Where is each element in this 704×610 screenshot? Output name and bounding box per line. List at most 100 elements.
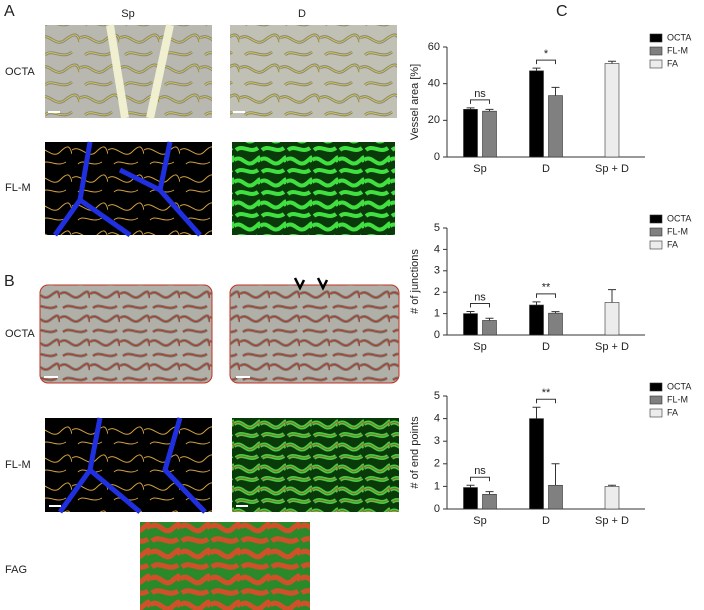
y-tick-label: 60 [428, 41, 440, 53]
y-tick-label: 5 [434, 222, 440, 234]
panel-label: B [4, 273, 15, 290]
x-tick-label: Sp [473, 163, 486, 175]
bar [463, 313, 478, 336]
legend-label: FL-M [667, 45, 688, 55]
error-bar [608, 484, 616, 487]
image [52, 141, 202, 238]
panel-label: A [4, 3, 15, 20]
column-label: D [298, 8, 306, 20]
bar [529, 304, 544, 336]
significance-bracket [470, 302, 490, 308]
arrow [293, 277, 329, 291]
bar [529, 418, 544, 510]
bar [482, 110, 497, 158]
legend-swatch [649, 382, 663, 392]
significance-label: * [544, 48, 549, 60]
image [40, 285, 212, 383]
y-tick-label: 0 [434, 329, 440, 341]
y-tick-label: 1 [434, 480, 440, 492]
image [230, 25, 397, 118]
significance-label: ns [474, 88, 486, 100]
image [106, 24, 174, 119]
y-tick-label: 0 [434, 503, 440, 515]
significance-bracket [536, 59, 556, 65]
error-bar [532, 406, 541, 419]
error-bar [466, 107, 475, 110]
significance-label: ** [542, 387, 551, 399]
legend-label: OCTA [667, 381, 691, 391]
significance-label: ns [474, 291, 486, 303]
significance-bracket [536, 293, 556, 298]
x-tick-label: Sp + D [595, 515, 629, 527]
bar [482, 494, 497, 510]
error-bar [485, 491, 494, 495]
legend-label: FA [667, 239, 678, 249]
column-label: Sp [121, 8, 134, 20]
scale-bar [44, 111, 250, 507]
image [232, 418, 399, 512]
legend-swatch [649, 33, 663, 43]
row-label: FAG [5, 564, 27, 576]
legend-label: OCTA [667, 213, 691, 223]
x-tick-label: D [542, 341, 550, 353]
row-label: FL-M [5, 459, 31, 471]
significance-label: ** [542, 282, 551, 294]
y-axis-label: # of end points [409, 416, 421, 489]
image [140, 522, 310, 610]
panel-label: C [556, 3, 568, 20]
image [232, 142, 395, 235]
y-tick-label: 2 [434, 286, 440, 298]
error-bar [532, 67, 541, 71]
significance-bracket [470, 99, 490, 104]
legend-label: FL-M [667, 394, 688, 404]
significance-label: ns [474, 465, 486, 477]
row-label: FL-M [5, 182, 31, 194]
legend-swatch [649, 59, 663, 69]
y-tick-label: 1 [434, 308, 440, 320]
x-tick-label: Sp [473, 341, 486, 353]
legend-swatch [649, 46, 663, 56]
error-bar [466, 484, 475, 488]
bar [548, 484, 563, 510]
row-label: OCTA [5, 66, 35, 78]
y-tick-label: 4 [434, 413, 440, 425]
bar [604, 63, 620, 158]
error-bar [466, 310, 475, 314]
images [39, 24, 400, 610]
x-tick-label: D [542, 163, 550, 175]
error-bar [551, 463, 560, 486]
bar [482, 320, 497, 336]
y-tick-label: 4 [434, 243, 440, 255]
legend-swatch [649, 240, 663, 250]
x-tick-label: D [542, 515, 550, 527]
error-bar [608, 289, 616, 303]
legend-swatch [649, 408, 663, 418]
x-tick-label: Sp + D [595, 163, 629, 175]
bar [548, 95, 563, 158]
legend-swatch [649, 214, 663, 224]
error-bar [485, 108, 494, 112]
legend-label: FA [667, 407, 678, 417]
y-axis-label: # of junctions [409, 249, 421, 314]
error-bar [608, 60, 616, 64]
significance-bracket [470, 476, 490, 482]
error-bar [551, 86, 560, 96]
error-bar [532, 301, 541, 306]
y-tick-label: 3 [434, 265, 440, 277]
row-label: OCTA [5, 328, 35, 340]
y-tick-label: 0 [434, 151, 440, 163]
y-tick-label: 3 [434, 435, 440, 447]
legend-swatch [649, 227, 663, 237]
legend-label: FA [667, 58, 678, 68]
bar [548, 312, 563, 336]
bar [529, 70, 544, 158]
y-tick-label: 20 [428, 114, 440, 126]
bar [604, 486, 620, 510]
significance-bracket [536, 398, 556, 404]
bar [463, 487, 478, 510]
y-tick-label: 40 [428, 78, 440, 90]
legend-label: FL-M [667, 226, 688, 236]
error-bar [551, 311, 560, 314]
legend-label: OCTA [667, 32, 691, 42]
